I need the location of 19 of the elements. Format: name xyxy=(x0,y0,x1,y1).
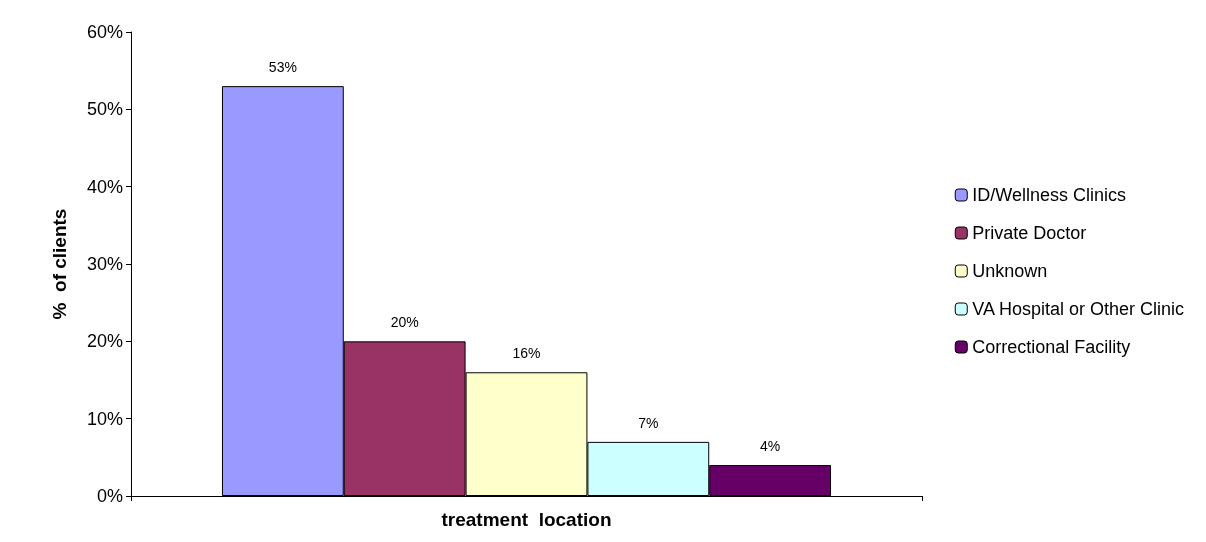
data-label: 53% xyxy=(268,59,297,76)
legend-label: VA Hospital or Other Clinic xyxy=(972,299,1185,319)
y-tick-label: 40% xyxy=(86,176,123,197)
y-tick-label: 30% xyxy=(86,254,123,274)
y-tick-label: 20% xyxy=(86,331,123,352)
data-label: 16% xyxy=(512,345,541,362)
y-tick-label: 50% xyxy=(86,99,123,120)
data-label: 7% xyxy=(638,414,659,431)
y-tick-label: 0% xyxy=(96,486,123,506)
y-tick-label: 60% xyxy=(86,22,123,42)
y-tick-label: 10% xyxy=(86,408,123,429)
data-label: 4% xyxy=(760,438,781,455)
legend-label: Unknown xyxy=(972,261,1048,281)
y-axis-title: % of clients xyxy=(49,208,70,320)
legend-label: Private Doctor xyxy=(972,223,1087,243)
legend-label: Correctional Facility xyxy=(972,337,1131,357)
x-axis-title: treatment location xyxy=(441,509,612,530)
data-label: 20% xyxy=(390,314,419,331)
legend-label: ID/Wellness Clinics xyxy=(972,185,1126,205)
